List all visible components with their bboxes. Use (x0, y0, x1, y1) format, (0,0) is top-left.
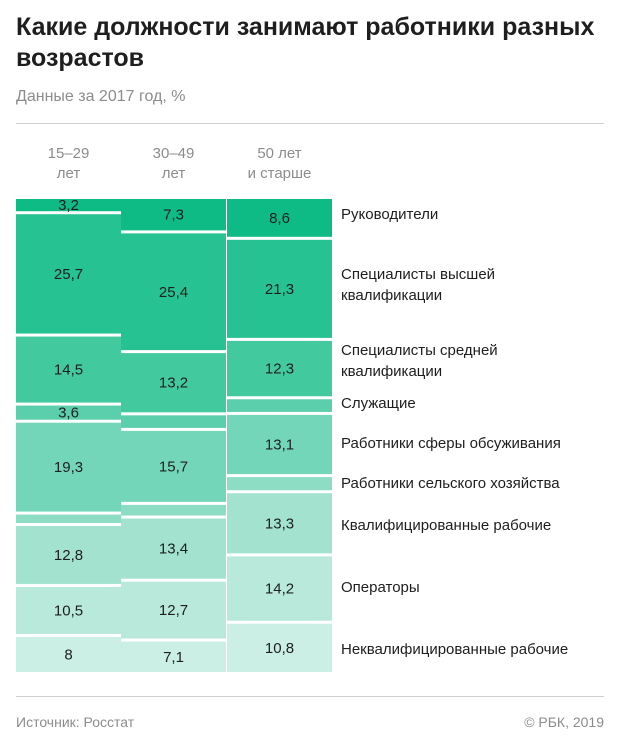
bar-segment (16, 636, 121, 672)
bar-segment (16, 514, 121, 524)
stacked-bar-chart: 15–29 лет 30–49 лет 50 лет и старше 3,2 25,7 14… (16, 145, 568, 672)
category-label: Работники сельского хозяйства (341, 475, 560, 492)
category-label: Неквалифицированные рабочие (341, 641, 568, 658)
chart-subtitle: Данные за 2017 год, % (16, 88, 186, 105)
bar-segment (227, 239, 332, 338)
segment-value-label: 25,7 (54, 266, 83, 283)
segment-value-label: 13,4 (159, 541, 188, 558)
category-label: Квалифицированные рабочие (341, 517, 551, 534)
segment-value-labels: 3,2 25,7 14,5 3,6 19,3 12,8 10,5 8 7,3 25,4 13,2 15… (54, 197, 294, 666)
category-labels: Руководители Специалисты высшей квалификац… (341, 206, 568, 658)
column-header: 50 лет и старше (248, 145, 312, 182)
bar-segment (227, 623, 332, 672)
column-header: 30–49 лет (153, 145, 195, 182)
top-divider (16, 123, 604, 124)
bar-segment (16, 422, 121, 512)
bar-segment (16, 586, 121, 634)
copyright-note: © РБК, 2019 (524, 714, 604, 730)
bar-segment (121, 353, 226, 413)
column-header: 15–29 лет (48, 145, 90, 182)
bar-segment (121, 430, 226, 502)
segment-value-label: 12,3 (265, 361, 294, 378)
bar-segment (121, 504, 226, 516)
segment-value-label: 13,3 (265, 515, 294, 532)
bar-segment (16, 405, 121, 420)
bar-segment (227, 414, 332, 475)
chart-title: Какие должности занимают работники разны… (16, 13, 595, 72)
bar-segment (121, 641, 226, 672)
bar-segment (121, 581, 226, 639)
segment-value-label: 7,3 (163, 207, 184, 224)
category-label: Специалисты средней квалификации (341, 342, 498, 380)
bar-segment (227, 399, 332, 412)
bottom-divider (16, 696, 604, 697)
bar-segment (121, 415, 226, 428)
bar-segment (227, 493, 332, 554)
bar-segment (227, 199, 332, 237)
bar-segment (16, 526, 121, 584)
segment-value-label: 10,8 (265, 640, 294, 657)
segment-value-label: 7,1 (163, 649, 184, 666)
segment-value-label: 25,4 (159, 284, 188, 301)
segment-value-label: 13,1 (265, 437, 294, 454)
bar-segment (121, 518, 226, 579)
source-note: Источник: Росстат (16, 714, 135, 730)
segment-value-label: 10,5 (54, 602, 83, 619)
category-label: Руководители (341, 206, 438, 223)
segment-value-label: 21,3 (265, 281, 294, 298)
segment-value-label: 8,6 (269, 210, 290, 227)
bar-segment (121, 199, 226, 231)
bar-segment (227, 340, 332, 397)
segment-value-label: 14,5 (54, 362, 83, 379)
segment-value-label: 15,7 (159, 458, 188, 475)
segment-value-label: 12,7 (159, 602, 188, 619)
bar-segment (227, 556, 332, 621)
category-label: Операторы (341, 579, 420, 596)
segment-value-label: 13,2 (159, 375, 188, 392)
bar-segment (16, 336, 121, 403)
segment-value-label: 8 (64, 646, 72, 663)
category-label: Специалисты высшей квалификации (341, 266, 495, 304)
segment-value-label: 3,6 (58, 405, 79, 422)
segment-value-label: 12,8 (54, 547, 83, 564)
column-headers: 15–29 лет 30–49 лет 50 лет и старше (48, 145, 312, 182)
category-label: Служащие (341, 395, 416, 412)
bar-segment (16, 214, 121, 334)
bar-segment (16, 199, 121, 212)
segment-value-label: 14,2 (265, 581, 294, 598)
bar-segment (227, 477, 332, 491)
segment-value-label: 19,3 (54, 459, 83, 476)
bar-segment (121, 233, 226, 351)
bar-segments (16, 199, 332, 672)
segment-value-label: 3,2 (58, 197, 79, 214)
category-label: Работники сферы обсуживания (341, 435, 561, 452)
